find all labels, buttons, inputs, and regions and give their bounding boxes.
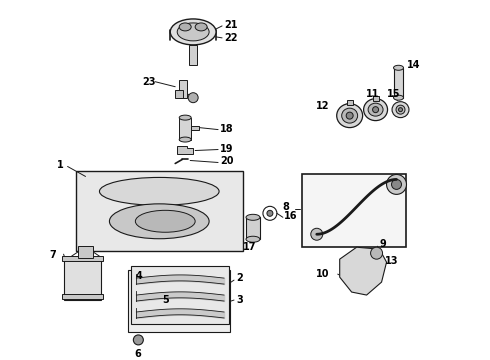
Bar: [372, 96, 379, 101]
Text: 9: 9: [380, 239, 386, 249]
Bar: [179, 118, 191, 140]
Circle shape: [133, 335, 144, 345]
Bar: [191, 126, 199, 130]
Ellipse shape: [246, 214, 260, 220]
Circle shape: [267, 210, 273, 216]
Circle shape: [150, 209, 170, 229]
Text: 8: 8: [282, 202, 289, 212]
Ellipse shape: [396, 105, 405, 114]
Ellipse shape: [346, 112, 353, 119]
Ellipse shape: [392, 102, 409, 118]
Ellipse shape: [170, 19, 216, 45]
Ellipse shape: [368, 103, 383, 116]
Bar: [75, 171, 243, 251]
Bar: [64, 258, 101, 300]
Bar: [77, 246, 94, 258]
Ellipse shape: [109, 204, 209, 239]
Polygon shape: [340, 247, 387, 295]
Bar: [62, 256, 103, 261]
Circle shape: [392, 179, 401, 189]
Ellipse shape: [177, 23, 209, 41]
Text: 15: 15: [387, 89, 400, 99]
Text: 19: 19: [220, 144, 234, 153]
Text: 22: 22: [224, 33, 238, 43]
Ellipse shape: [246, 236, 260, 242]
Bar: [346, 100, 353, 105]
Circle shape: [387, 175, 407, 194]
Ellipse shape: [179, 137, 191, 142]
Ellipse shape: [179, 23, 191, 31]
Circle shape: [370, 247, 383, 259]
Ellipse shape: [135, 210, 195, 232]
Ellipse shape: [342, 108, 358, 123]
Bar: [128, 270, 230, 332]
Text: 18: 18: [220, 123, 234, 134]
Bar: [179, 80, 187, 98]
Text: 6: 6: [134, 349, 141, 359]
Ellipse shape: [179, 115, 191, 120]
Ellipse shape: [398, 108, 402, 112]
Bar: [131, 266, 229, 324]
Text: 21: 21: [224, 20, 238, 30]
Text: 14: 14: [407, 60, 420, 70]
Circle shape: [188, 27, 198, 37]
Ellipse shape: [99, 177, 219, 205]
Ellipse shape: [393, 65, 403, 70]
Bar: [175, 90, 183, 98]
Text: 1: 1: [57, 161, 64, 171]
Polygon shape: [177, 145, 193, 153]
Bar: [246, 217, 260, 239]
Text: 20: 20: [220, 157, 234, 166]
Bar: [302, 175, 407, 247]
Text: 23: 23: [142, 77, 156, 87]
Ellipse shape: [372, 107, 379, 113]
Ellipse shape: [195, 23, 207, 31]
Circle shape: [311, 228, 323, 240]
Text: 2: 2: [236, 273, 243, 283]
Text: 4: 4: [136, 271, 142, 281]
Text: 13: 13: [385, 256, 398, 266]
Ellipse shape: [393, 95, 403, 100]
Text: 12: 12: [316, 101, 330, 111]
Text: 16: 16: [284, 211, 297, 221]
Bar: [62, 294, 103, 299]
Text: 7: 7: [50, 250, 57, 260]
Text: 11: 11: [366, 89, 379, 99]
Ellipse shape: [337, 104, 363, 127]
Text: 17: 17: [243, 242, 256, 252]
Bar: [189, 45, 197, 65]
Text: 5: 5: [162, 295, 169, 305]
Text: 3: 3: [236, 295, 243, 305]
Bar: [393, 68, 403, 98]
Circle shape: [188, 93, 198, 103]
Text: 10: 10: [316, 269, 330, 279]
Ellipse shape: [364, 99, 388, 121]
